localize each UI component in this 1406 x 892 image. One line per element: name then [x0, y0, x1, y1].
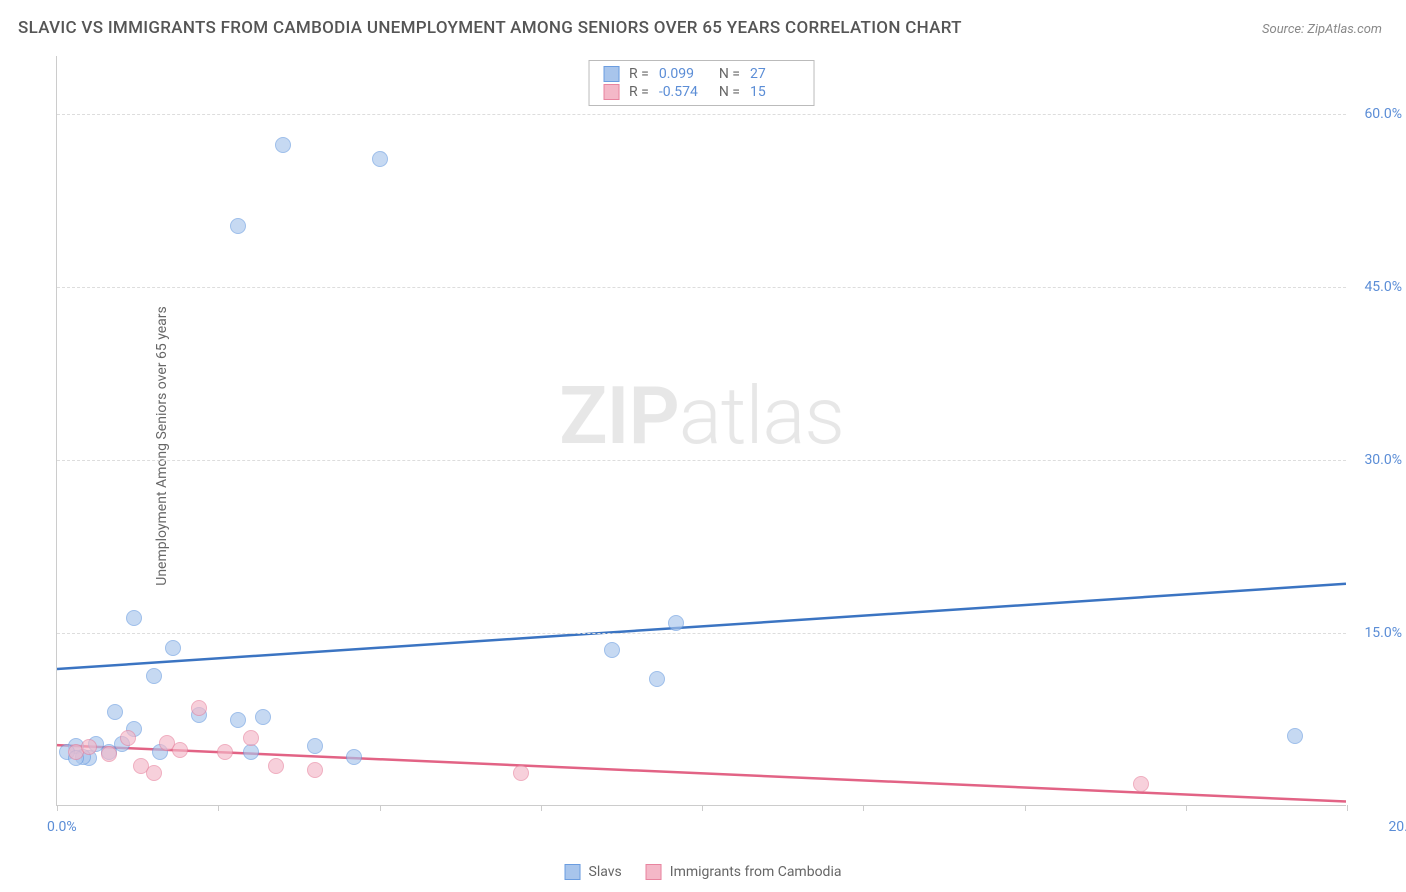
scatter-point — [146, 765, 162, 781]
x-tick — [1025, 805, 1026, 811]
scatter-point — [275, 137, 291, 153]
scatter-point — [165, 640, 181, 656]
scatter-point — [217, 744, 233, 760]
watermark: ZIPatlas — [559, 369, 844, 463]
scatter-point — [1287, 728, 1303, 744]
x-tick — [57, 805, 58, 811]
legend-item-slavs: Slavs — [565, 864, 622, 880]
stats-r-label: R = — [629, 84, 649, 100]
x-tick — [380, 805, 381, 811]
stats-n-label: N = — [719, 66, 740, 82]
scatter-point — [230, 712, 246, 728]
scatter-point — [268, 758, 284, 774]
watermark-light: atlas — [679, 369, 844, 463]
stats-r-value-cambodia: -0.574 — [659, 84, 709, 100]
chart-container: SLAVIC VS IMMIGRANTS FROM CAMBODIA UNEMP… — [0, 0, 1406, 892]
gridline — [57, 460, 1346, 461]
scatter-point — [81, 739, 97, 755]
scatter-point — [107, 704, 123, 720]
stats-n-value-cambodia: 15 — [750, 84, 800, 100]
scatter-point — [120, 730, 136, 746]
x-axis-end-label: 20.0% — [1388, 819, 1406, 835]
legend-label-slavs: Slavs — [589, 864, 622, 880]
x-tick — [702, 805, 703, 811]
scatter-point — [243, 744, 259, 760]
swatch-slavs — [603, 66, 619, 82]
scatter-point — [668, 615, 684, 631]
scatter-point — [146, 668, 162, 684]
gridline — [57, 114, 1346, 115]
scatter-point — [307, 738, 323, 754]
y-tick-label: 30.0% — [1352, 452, 1402, 468]
x-axis-start-label: 0.0% — [47, 819, 77, 835]
scatter-point — [513, 765, 529, 781]
scatter-point — [372, 151, 388, 167]
stats-row-slavs: R = 0.099 N = 27 — [603, 65, 800, 83]
plot-area: ZIPatlas R = 0.099 N = 27 R = -0.574 N =… — [56, 56, 1346, 806]
chart-title: SLAVIC VS IMMIGRANTS FROM CAMBODIA UNEMP… — [18, 18, 962, 38]
x-tick — [863, 805, 864, 811]
scatter-point — [604, 642, 620, 658]
y-tick-label: 15.0% — [1352, 625, 1402, 641]
stats-n-value-slavs: 27 — [750, 66, 800, 82]
scatter-point — [649, 671, 665, 687]
legend-swatch-slavs — [565, 864, 581, 880]
watermark-bold: ZIP — [559, 369, 679, 463]
swatch-cambodia — [603, 84, 619, 100]
y-tick-label: 60.0% — [1352, 106, 1402, 122]
scatter-point — [101, 746, 117, 762]
legend-label-cambodia: Immigrants from Cambodia — [670, 864, 842, 880]
scatter-point — [126, 610, 142, 626]
scatter-point — [172, 742, 188, 758]
gridline — [57, 287, 1346, 288]
chart-source: Source: ZipAtlas.com — [1262, 22, 1382, 37]
x-tick — [218, 805, 219, 811]
stats-n-label: N = — [719, 84, 740, 100]
scatter-point — [243, 730, 259, 746]
x-tick — [541, 805, 542, 811]
trend-lines-svg — [57, 56, 1346, 805]
scatter-point — [307, 762, 323, 778]
stats-r-label: R = — [629, 66, 649, 82]
x-tick — [1347, 805, 1348, 811]
x-tick — [1186, 805, 1187, 811]
stats-r-value-slavs: 0.099 — [659, 66, 709, 82]
scatter-point — [230, 218, 246, 234]
trend-line-slavs — [57, 584, 1346, 669]
y-tick-label: 45.0% — [1352, 279, 1402, 295]
legend-item-cambodia: Immigrants from Cambodia — [646, 864, 842, 880]
scatter-point — [346, 749, 362, 765]
scatter-point — [255, 709, 271, 725]
legend-swatch-cambodia — [646, 864, 662, 880]
scatter-point — [1133, 776, 1149, 792]
stats-box: R = 0.099 N = 27 R = -0.574 N = 15 — [588, 60, 815, 106]
gridline — [57, 633, 1346, 634]
legend: Slavs Immigrants from Cambodia — [565, 864, 842, 880]
scatter-point — [191, 700, 207, 716]
stats-row-cambodia: R = -0.574 N = 15 — [603, 83, 800, 101]
